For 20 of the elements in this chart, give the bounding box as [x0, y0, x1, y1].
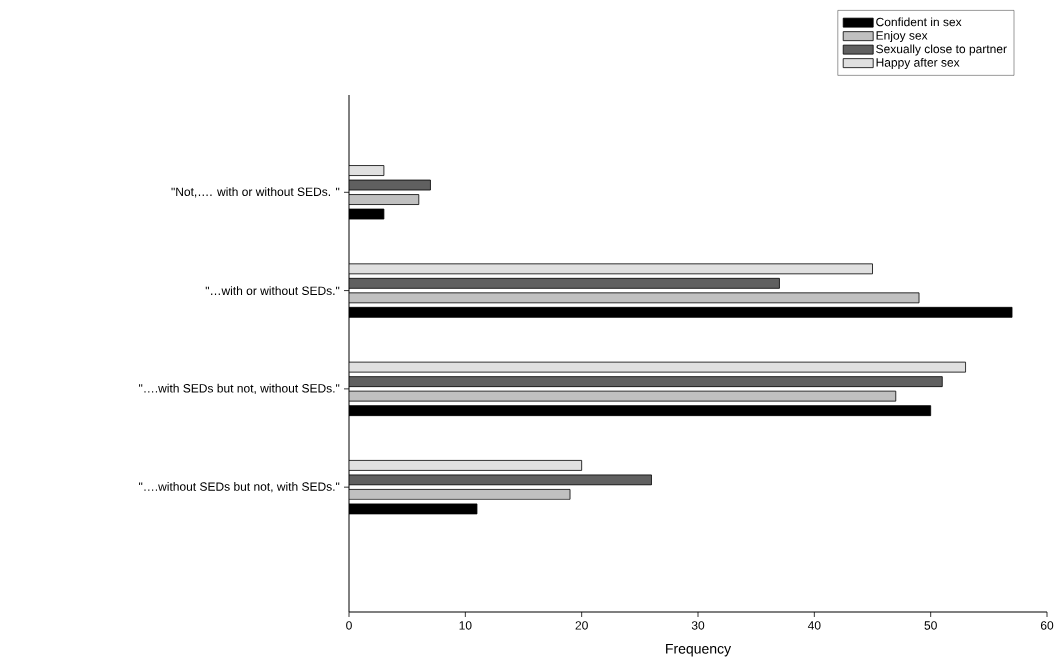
x-tick-label: 0 — [346, 621, 352, 630]
x-tick-label: 50 — [924, 621, 937, 630]
legend-label: Confident in sex — [876, 17, 962, 27]
y-tick-label: "Not,…. with or without SEDs. " — [171, 187, 340, 198]
y-tick-label: "….without SEDs but not, with SEDs." — [139, 482, 340, 493]
x-tick-label: 10 — [459, 621, 472, 630]
bar — [349, 292, 920, 304]
legend-label: Sexually close to partner — [876, 44, 1007, 56]
x-tick-label: 60 — [1040, 621, 1054, 630]
x-tick-label: 20 — [575, 621, 588, 630]
bar — [349, 277, 780, 289]
x-tick-label: 30 — [691, 621, 705, 630]
bar — [349, 263, 873, 275]
y-tick-label: "…with or without SEDs." — [205, 286, 340, 295]
legend-label: Happy after sex — [876, 57, 960, 70]
x-tick-label: 40 — [807, 621, 821, 630]
y-tick-label: "….with SEDs but not, without SEDs." — [139, 383, 340, 394]
legend-label: Enjoy sex — [876, 30, 928, 43]
x-axis-title: Frequency — [666, 643, 732, 657]
bar — [349, 376, 943, 388]
